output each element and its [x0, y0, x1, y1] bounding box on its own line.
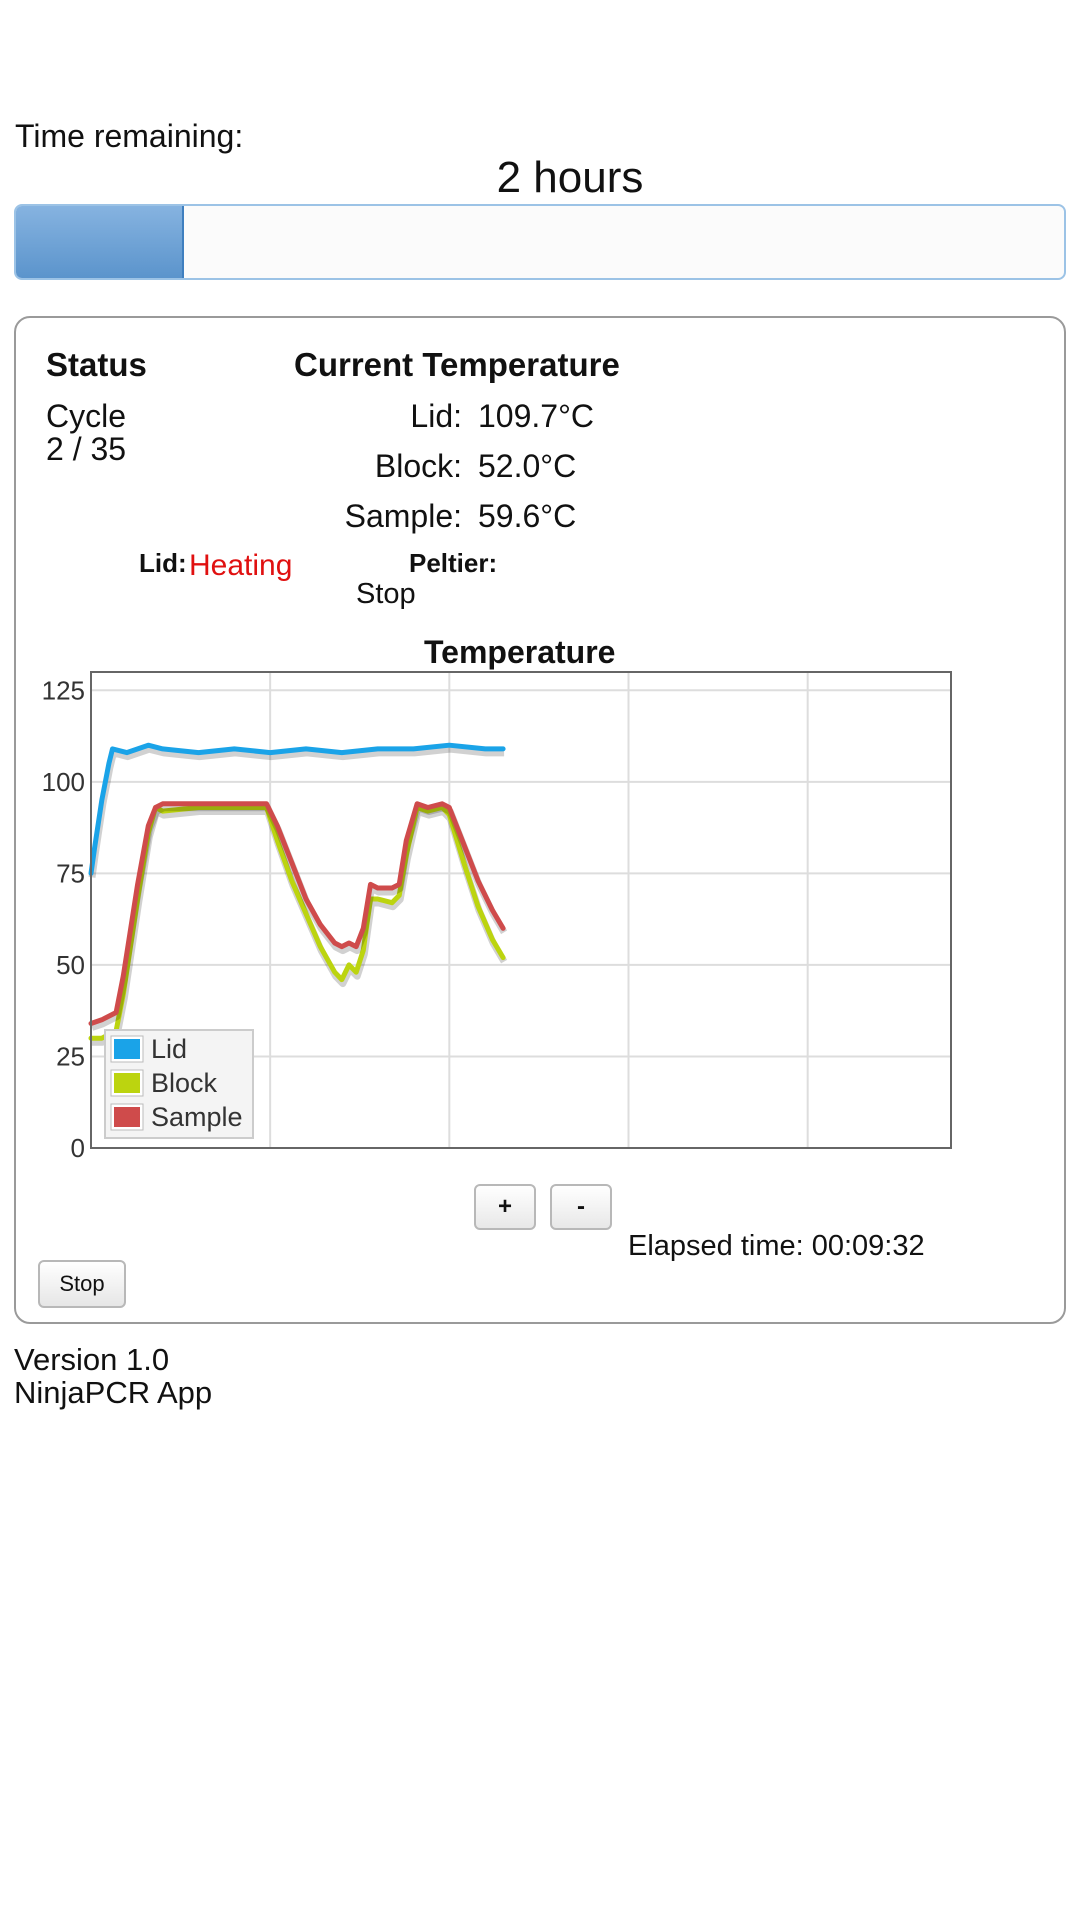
time-remaining-value: 2 hours	[496, 153, 644, 202]
status-title: Status	[46, 346, 147, 383]
legend-swatch-lid	[114, 1039, 140, 1059]
version-text: Version 1.0	[14, 1342, 170, 1377]
temperature-chart: 0 250 500 750 1000 0 25 50 75 100 125 Lid Block Sampl…	[42, 671, 952, 1158]
progress-bar-fill	[16, 206, 184, 278]
lid-temperature-value: 109.7°C	[478, 398, 594, 434]
lid-temperature-label: Lid:	[410, 398, 462, 434]
x-tick-label: 250	[248, 1154, 291, 1158]
y-tick-label: 0	[71, 1133, 85, 1158]
sample-temperature-value: 59.6°C	[478, 498, 577, 534]
stop-button[interactable]: Stop	[38, 1260, 126, 1308]
legend-label-lid: Lid	[151, 1034, 187, 1064]
legend-swatch-sample	[114, 1107, 140, 1127]
zoom-in-button[interactable]: +	[474, 1184, 536, 1230]
series-line-lid	[88, 742, 506, 876]
elapsed-time-value: 00:09:32	[811, 1230, 925, 1262]
block-temperature-row: Block: 52.0°C	[216, 448, 616, 485]
x-tick-label: 500	[428, 1154, 471, 1158]
block-temperature-label: Block:	[374, 448, 462, 484]
progress-bar	[14, 204, 1066, 280]
lid-temperature-row: Lid: 109.7°C	[216, 398, 616, 435]
elapsed-time: Elapsed time: 00:09:32	[628, 1230, 925, 1263]
x-tick-label: 0	[84, 1154, 98, 1158]
x-tick-label: 750	[607, 1154, 650, 1158]
status-panel: Status Cycle 2 / 35 Current Temperature …	[14, 316, 1066, 1324]
y-tick-label: 100	[42, 767, 85, 797]
time-remaining-label: Time remaining:	[15, 118, 244, 154]
legend-label-sample: Sample	[151, 1102, 243, 1132]
legend-label-block: Block	[151, 1068, 218, 1098]
lid-state-value: Heating	[189, 549, 293, 582]
sample-temperature-row: Sample: 59.6°C	[216, 498, 616, 535]
cycle-value: 2 / 35	[46, 431, 127, 467]
y-tick-label: 125	[42, 675, 85, 705]
lid-state-label: Lid:	[139, 548, 187, 578]
y-tick-label: 50	[56, 950, 85, 980]
peltier-state-value: Stop	[356, 578, 416, 610]
zoom-out-button[interactable]: -	[550, 1184, 612, 1230]
current-temperature-title: Current Temperature	[294, 346, 620, 383]
y-tick-label: 25	[56, 1041, 85, 1071]
cycle-label: Cycle	[46, 398, 127, 434]
plot-border	[90, 671, 952, 1149]
series-line-sample	[88, 801, 506, 1026]
peltier-state-label: Peltier:	[409, 548, 498, 578]
legend-swatch-block	[114, 1073, 140, 1093]
x-tick-label: 1000	[779, 1154, 837, 1158]
elapsed-time-label: Elapsed time:	[628, 1230, 804, 1262]
block-temperature-value: 52.0°C	[478, 448, 577, 484]
chart-title: Temperature	[424, 634, 616, 670]
app-name: NinjaPCR App	[14, 1375, 213, 1410]
y-tick-label: 75	[56, 858, 85, 888]
sample-temperature-label: Sample:	[344, 498, 462, 534]
